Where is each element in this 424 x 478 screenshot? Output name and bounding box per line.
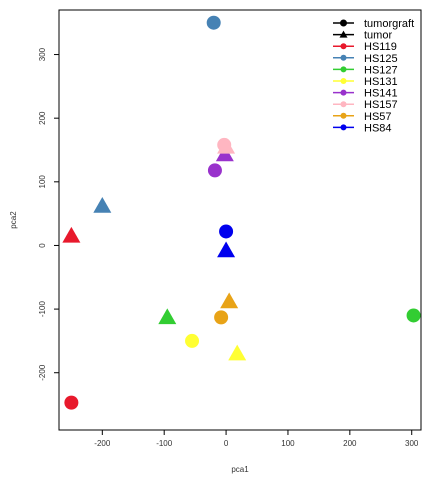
y-tick-label: 200 — [38, 111, 47, 125]
point-hs84-tumorgraft — [219, 224, 234, 239]
point-hs119-tumor — [62, 226, 81, 243]
legend-color-symbol — [340, 54, 347, 61]
point-hs141-tumorgraft — [207, 163, 222, 178]
point-hs57-tumor — [220, 292, 239, 309]
y-tick-label: -200 — [38, 364, 47, 381]
legend-color-symbol — [340, 124, 347, 131]
x-axis-label: pca1 — [231, 465, 249, 474]
point-hs131-tumorgraft — [185, 333, 200, 348]
y-tick-label: 100 — [38, 175, 47, 189]
y-tick-label: -100 — [38, 301, 47, 318]
legend-color-symbol — [340, 101, 347, 108]
legend-label: HS119 — [364, 41, 397, 53]
legend-label: HS125 — [364, 53, 398, 65]
x-tick-label: -200 — [94, 439, 111, 448]
point-hs57-tumorgraft — [214, 310, 229, 325]
y-axis: -200 -100 0 100 200 300 — [38, 47, 59, 381]
legend-label: HS157 — [364, 99, 398, 111]
legend-label: tumor — [364, 30, 392, 42]
y-tick-label: 300 — [38, 47, 47, 61]
legend-label: HS131 — [364, 76, 398, 88]
point-hs84-tumor — [217, 241, 236, 258]
legend-label: tumorgraft — [364, 18, 414, 30]
legend-label: HS141 — [364, 88, 398, 100]
point-hs127-tumor — [158, 308, 177, 325]
x-tick-label: 0 — [224, 439, 229, 448]
point-hs125-tumor — [93, 197, 112, 213]
legend-color-symbol — [340, 89, 347, 96]
legend-label: HS127 — [364, 64, 398, 76]
x-axis: -200 -100 0 100 200 300 — [94, 430, 419, 448]
plot-frame — [58, 9, 422, 431]
legend-circle-symbol — [340, 19, 347, 27]
legend: tumorgrafttumorHS119HS125HS127HS131HS141… — [333, 18, 414, 134]
legend-color-symbol — [340, 78, 347, 84]
point-hs157-tumor — [217, 137, 236, 154]
legend-label: HS57 — [364, 111, 392, 123]
legend-color-symbol — [340, 66, 347, 73]
legend-triangle-symbol — [339, 30, 348, 38]
legend-label: HS84 — [364, 122, 392, 134]
data-points — [62, 15, 421, 410]
x-tick-label: 200 — [343, 439, 357, 448]
point-hs125-tumorgraft — [206, 15, 221, 30]
x-tick-label: 100 — [281, 439, 295, 448]
point-hs131-tumor — [228, 344, 247, 361]
point-hs119-tumorgraft — [64, 395, 79, 410]
legend-color-symbol — [340, 43, 347, 50]
legend-color-symbol — [340, 112, 347, 119]
point-hs127-tumorgraft — [406, 308, 421, 323]
y-axis-label: pca2 — [9, 211, 18, 229]
y-tick-label: 0 — [38, 243, 47, 248]
x-tick-label: -100 — [156, 439, 173, 448]
x-tick-label: 300 — [405, 439, 419, 448]
